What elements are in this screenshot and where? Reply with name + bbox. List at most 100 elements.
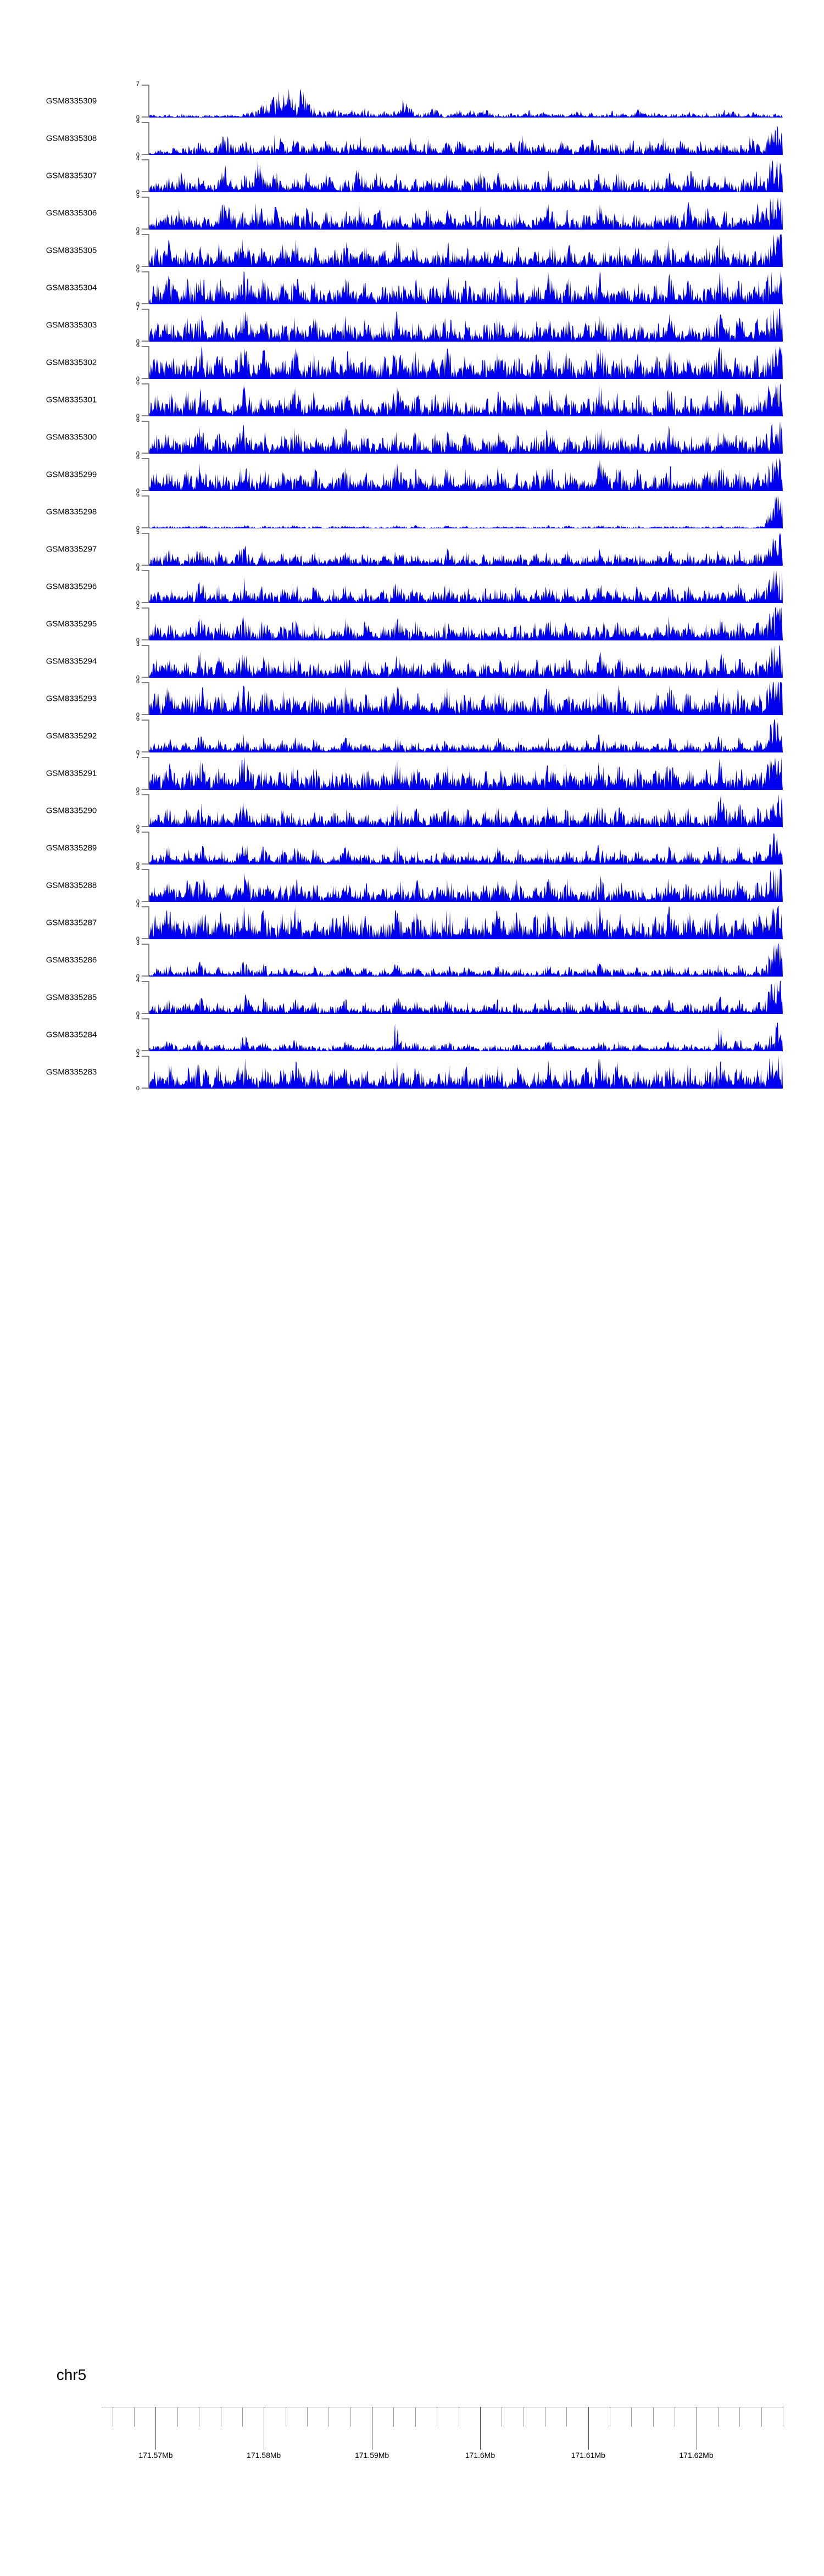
coverage-track[interactable]: GSM8335295 2 0 — [0, 604, 824, 644]
coverage-track[interactable]: GSM8335290 5 0 — [0, 790, 824, 830]
coverage-data-panel[interactable] — [149, 570, 783, 603]
coverage-data-panel[interactable] — [149, 906, 783, 939]
coverage-plot — [149, 197, 783, 230]
coverage-data-panel[interactable] — [149, 1056, 783, 1089]
coverage-track[interactable]: GSM8335309 7 0 — [0, 81, 824, 121]
coverage-track[interactable]: GSM8335299 6 0 — [0, 455, 824, 494]
coverage-data-panel[interactable] — [149, 981, 783, 1014]
coverage-track[interactable]: GSM8335291 7 0 — [0, 754, 824, 793]
coverage-data-panel[interactable] — [149, 645, 783, 678]
y-axis-tick-bottom — [142, 116, 149, 118]
y-axis-max-label: 6 — [136, 380, 140, 386]
y-axis-tick-top — [142, 794, 149, 795]
y-axis-max-label: 6 — [136, 417, 140, 423]
y-axis-line — [148, 757, 149, 790]
y-axis-tick-bottom — [142, 266, 149, 267]
coverage-track[interactable]: GSM8335287 4 0 — [0, 903, 824, 943]
coverage-track[interactable]: GSM8335303 7 0 — [0, 305, 824, 345]
y-axis-line — [148, 906, 149, 939]
coverage-track[interactable]: GSM8335296 4 0 — [0, 567, 824, 606]
coverage-data-panel[interactable] — [149, 85, 783, 118]
coverage-data-panel[interactable] — [149, 159, 783, 192]
coverage-data-panel[interactable] — [149, 495, 783, 528]
y-axis-min-label: 0 — [136, 226, 140, 233]
chromosome-label: chr5 — [56, 2366, 87, 2383]
coverage-area — [149, 607, 783, 640]
coverage-track[interactable]: GSM8335294 3 0 — [0, 642, 824, 681]
coverage-area — [149, 271, 783, 304]
ruler-tick-minor — [307, 2407, 308, 2427]
coverage-track[interactable]: GSM8335286 3 0 — [0, 940, 824, 980]
track-label-gsm8335307: GSM8335307 — [46, 171, 97, 181]
y-axis-line — [148, 383, 149, 416]
coverage-track[interactable]: GSM8335297 5 0 — [0, 529, 824, 569]
coverage-area — [149, 720, 783, 752]
y-axis-tick-bottom — [142, 1013, 149, 1014]
coverage-track[interactable]: GSM8335301 6 0 — [0, 380, 824, 420]
coverage-data-panel[interactable] — [149, 832, 783, 865]
coverage-data-panel[interactable] — [149, 234, 783, 267]
track-label-gsm8335298: GSM8335298 — [46, 507, 97, 517]
coverage-track[interactable]: GSM8335284 4 0 — [0, 1015, 824, 1055]
coverage-track[interactable]: GSM8335308 6 0 — [0, 119, 824, 158]
y-axis-min-label: 0 — [136, 749, 140, 756]
y-axis-line — [148, 197, 149, 230]
track-label-gsm8335303: GSM8335303 — [46, 320, 97, 330]
y-axis-tick-top — [142, 981, 149, 982]
coverage-data-panel[interactable] — [149, 794, 783, 827]
coverage-data-panel[interactable] — [149, 720, 783, 752]
y-axis-min-label: 0 — [136, 600, 140, 606]
y-axis-max-label: 6 — [136, 454, 140, 461]
coverage-data-panel[interactable] — [149, 197, 783, 230]
coverage-area — [149, 906, 783, 939]
coverage-data-panel[interactable] — [149, 607, 783, 640]
y-axis-tick-bottom — [142, 677, 149, 678]
coverage-data-panel[interactable] — [149, 1018, 783, 1051]
coverage-track[interactable]: GSM8335283 2 0 — [0, 1052, 824, 1092]
y-axis-line — [148, 794, 149, 827]
coverage-data-panel[interactable] — [149, 309, 783, 342]
y-axis-max-label: 5 — [136, 790, 140, 797]
coverage-plot — [149, 944, 783, 977]
coverage-data-panel[interactable] — [149, 682, 783, 715]
coverage-track[interactable]: GSM8335305 6 0 — [0, 231, 824, 270]
coverage-data-panel[interactable] — [149, 533, 783, 566]
coverage-track[interactable]: GSM8335306 5 0 — [0, 193, 824, 233]
coverage-track[interactable]: GSM8335298 6 0 — [0, 492, 824, 532]
coverage-data-panel[interactable] — [149, 869, 783, 902]
coverage-track[interactable]: GSM8335288 6 0 — [0, 866, 824, 905]
coverage-track[interactable]: GSM8335292 6 0 — [0, 716, 824, 756]
y-axis-line — [148, 346, 149, 379]
coverage-data-panel[interactable] — [149, 421, 783, 454]
y-axis-tick-top — [142, 346, 149, 347]
coverage-data-panel[interactable] — [149, 122, 783, 155]
coverage-track[interactable]: GSM8335304 6 0 — [0, 268, 824, 308]
coverage-track[interactable]: GSM8335293 6 0 — [0, 679, 824, 718]
y-axis-min-label: 0 — [136, 824, 140, 830]
coverage-data-panel[interactable] — [149, 346, 783, 379]
track-label-gsm8335288: GSM8335288 — [46, 880, 97, 890]
coverage-track[interactable]: GSM8335302 6 0 — [0, 343, 824, 382]
y-axis-line — [148, 234, 149, 267]
y-axis-tick-bottom — [142, 714, 149, 715]
y-axis-max-label: 6 — [136, 716, 140, 722]
y-axis-line — [148, 85, 149, 118]
y-axis-tick-top — [142, 383, 149, 384]
coverage-data-panel[interactable] — [149, 458, 783, 491]
y-axis-tick-bottom — [142, 863, 149, 865]
coverage-track[interactable]: GSM8335307 4 0 — [0, 156, 824, 196]
coverage-data-panel[interactable] — [149, 271, 783, 304]
coverage-plot — [149, 833, 783, 865]
y-axis-tick-top — [142, 869, 149, 870]
coverage-track[interactable]: GSM8335300 6 0 — [0, 417, 824, 457]
coverage-data-panel[interactable] — [149, 944, 783, 977]
coverage-track[interactable]: GSM8335289 6 0 — [0, 828, 824, 868]
coverage-track[interactable]: GSM8335285 4 0 — [0, 978, 824, 1017]
coverage-data-panel[interactable] — [149, 383, 783, 416]
coverage-data-panel[interactable] — [149, 757, 783, 790]
y-axis-tick-bottom — [142, 1088, 149, 1089]
